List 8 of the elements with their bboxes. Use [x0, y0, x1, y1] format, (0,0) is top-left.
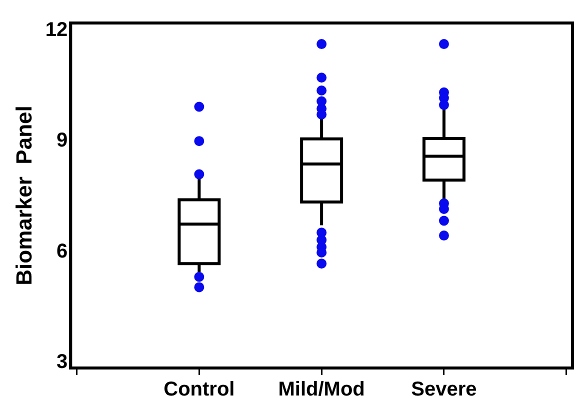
y-tick-label: 12: [45, 18, 68, 41]
y-tick-label: 9: [56, 130, 68, 152]
x-tick-label: Severe: [411, 378, 477, 401]
y-tick-label: 3: [56, 350, 68, 373]
x-tick-label: Mild/Mod: [278, 378, 365, 401]
y-axis-title: Biomarker Panel: [11, 106, 36, 286]
x-tick-label: Control: [164, 378, 235, 401]
y-tick-label: 6: [56, 240, 68, 262]
